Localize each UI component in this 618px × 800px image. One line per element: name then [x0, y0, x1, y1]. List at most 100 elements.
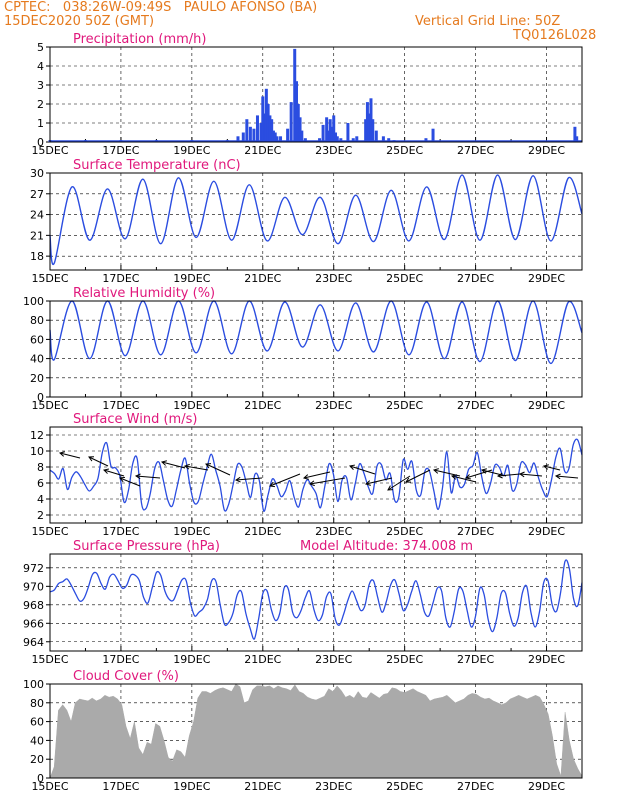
plot-frame [49, 553, 583, 652]
x-tick-label: 19DEC [173, 399, 210, 412]
model-altitude-note: Model Altitude: 374.008 m [300, 539, 473, 554]
y-tick-label: 970 [23, 580, 44, 593]
precip-bar [273, 132, 277, 142]
wind-direction-arrow [555, 475, 579, 479]
precip-bar [321, 124, 325, 142]
wind-speed-line [49, 438, 583, 512]
wind-direction-arrow [543, 465, 561, 471]
y-tick-label: 5 [37, 41, 44, 54]
wind-arrow-head [432, 468, 439, 474]
wind-direction-arrow [387, 475, 411, 491]
wind-direction-arrow [269, 473, 301, 487]
precip-bar [252, 128, 256, 142]
x-tick-label: 21DEC [244, 399, 281, 412]
precip-bar [303, 138, 307, 142]
y-tick-label: 60 [30, 716, 44, 729]
y-tick-label: 24 [30, 209, 44, 222]
y-tick-label: 27 [30, 188, 44, 201]
x-tick-label: 27DEC [457, 272, 494, 285]
chart-title: Surface Wind (m/s) [73, 412, 197, 427]
wind-arrow-head [542, 464, 549, 470]
x-tick-label: 27DEC [457, 399, 494, 412]
precip-bar [424, 138, 428, 142]
precip-bar [575, 136, 579, 142]
y-tick-label: 4 [37, 493, 44, 506]
x-tick-label: 19DEC [173, 272, 210, 285]
precip-bar [236, 136, 240, 142]
wind-arrow-head [496, 472, 503, 479]
chart-title: Surface Temperature (nC) [73, 158, 241, 173]
precip-bar [326, 130, 330, 142]
y-tick-label: 80 [30, 697, 44, 710]
precip-bar [248, 126, 252, 142]
x-tick-label: 17DEC [102, 272, 139, 285]
precip-bar [289, 102, 293, 142]
y-tick-label: 12 [30, 429, 44, 442]
y-tick-label: 966 [23, 617, 44, 630]
x-tick-label: 23DEC [315, 780, 352, 793]
x-tick-label: 29DEC [528, 272, 565, 285]
wind-direction-arrow [59, 452, 81, 459]
x-tick-label: 19DEC [173, 780, 210, 793]
x-tick-label: 23DEC [315, 653, 352, 666]
precip-bar [245, 119, 249, 142]
wind-direction-arrow [365, 477, 393, 485]
x-tick-label: 27DEC [457, 653, 494, 666]
x-tick-label: 27DEC [457, 780, 494, 793]
x-tick-label: 15DEC [31, 144, 68, 157]
wind-arrow-head [554, 473, 561, 480]
y-tick-label: 2 [37, 509, 44, 522]
precip-bar [275, 136, 279, 142]
wind-arrow-head [234, 476, 241, 483]
x-tick-label: 27DEC [457, 525, 494, 538]
x-tick-label: 19DEC [173, 525, 210, 538]
y-tick-label: 8 [37, 461, 44, 474]
x-tick-label: 15DEC [31, 399, 68, 412]
header-gridline-note: Vertical Grid Line: 50Z [415, 14, 561, 29]
precip-bar [286, 128, 290, 142]
chart-title: Precipitation (mm/h) [73, 32, 206, 47]
y-tick-label: 0 [37, 772, 44, 785]
precip-bar [334, 132, 338, 142]
chart-title: Surface Pressure (hPa) [73, 539, 220, 554]
y-tick-label: 10 [30, 445, 44, 458]
precip-bar [241, 132, 245, 142]
y-tick-label: 2 [37, 98, 44, 111]
plot-frame [49, 300, 583, 398]
x-tick-label: 15DEC [31, 780, 68, 793]
y-tick-label: 30 [30, 167, 44, 180]
x-tick-label: 23DEC [315, 399, 352, 412]
y-tick-label: 3 [37, 79, 44, 92]
wind-arrow-head [269, 481, 276, 488]
wind-arrow-head [308, 480, 315, 487]
wind-direction-arrow [481, 469, 507, 477]
header-model-code: TQ0126L028 [513, 28, 597, 43]
x-tick-label: 23DEC [315, 272, 352, 285]
x-tick-label: 21DEC [244, 272, 281, 285]
y-tick-label: 40 [30, 353, 44, 366]
y-tick-label: 20 [30, 753, 44, 766]
plot-frame [49, 172, 583, 271]
wind-arrow-head [160, 460, 167, 466]
wind-direction-arrow [119, 477, 141, 487]
y-tick-label: 20 [30, 372, 44, 385]
precip-bar [255, 115, 259, 142]
x-tick-label: 25DEC [386, 780, 423, 793]
wind-arrow-head [103, 468, 109, 474]
precip-bar [339, 138, 343, 142]
wind-arrow-head [364, 480, 371, 486]
x-tick-label: 29DEC [528, 525, 565, 538]
precip-bar [371, 119, 375, 142]
precip-bar [573, 126, 577, 142]
precip-bar [264, 88, 268, 142]
wind-arrow-head [349, 464, 356, 470]
plot-frame [49, 426, 583, 524]
precip-bar [266, 104, 270, 142]
wind-direction-arrow [405, 469, 431, 483]
x-tick-label: 17DEC [102, 780, 139, 793]
y-tick-label: 972 [23, 562, 44, 575]
wind-direction-arrow [349, 465, 376, 475]
plot-frame [49, 46, 583, 143]
wind-arrow-head [88, 456, 95, 462]
